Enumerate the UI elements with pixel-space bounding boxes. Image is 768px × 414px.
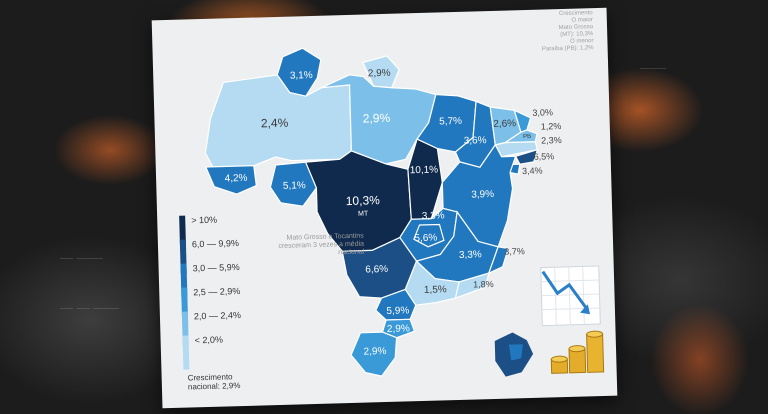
label-ma: 5,7% — [439, 116, 462, 128]
national-growth: Crescimento nacional: 2,9% — [188, 372, 241, 391]
label-mt-abbr: MT — [358, 210, 369, 217]
label-am: 2,4% — [261, 116, 289, 131]
label-ba: 3,9% — [471, 189, 494, 201]
legend-label: 2,5 — 2,9% — [193, 286, 241, 298]
ext-label-rj: 1,8% — [473, 278, 494, 290]
label-to: 10,1% — [410, 164, 439, 176]
label-rs: 2,9% — [363, 346, 386, 358]
ghost-text: — — —— — [60, 300, 120, 315]
legend-label: > 10% — [191, 214, 218, 226]
legend-label: < 2,0% — [194, 334, 224, 346]
label-ro: 5,1% — [283, 180, 306, 192]
state-rj — [454, 272, 490, 299]
brazil-map: 3,1% 2,9% 2,4% 2,9% 4,2% 5,1% 10,3% MT 1… — [204, 47, 605, 377]
state-df — [413, 223, 445, 248]
label-sc: 2,9% — [387, 323, 410, 335]
state-ap — [362, 55, 400, 89]
ext-label-es: 3,7% — [504, 246, 525, 257]
ext-label-pe: 2,3% — [541, 135, 562, 146]
legend-label: 2,0 — 2,4% — [193, 310, 242, 322]
state-pb — [503, 129, 538, 144]
corner-note: Crescimento O maior Mato Grosso (MT): 10… — [503, 10, 594, 54]
ext-label-pb: 1,2% — [540, 121, 562, 132]
state-rs — [350, 331, 398, 377]
label-sp: 1,5% — [424, 284, 447, 296]
label-ap: 2,9% — [368, 68, 391, 80]
falling-chart-coins-icon — [540, 265, 605, 374]
legend-label: 3,0 — 5,9% — [192, 262, 240, 274]
label-pr: 5,9% — [386, 305, 409, 317]
ext-label-se: 3,4% — [521, 165, 543, 177]
ext-label-rn: 3,0% — [532, 107, 554, 118]
annotation-note: Mato Grosso e Tocantins cresceram 3 veze… — [278, 232, 365, 257]
state-al — [514, 148, 539, 165]
mini-locator-map — [494, 332, 534, 377]
label-pi: 3,6% — [464, 135, 487, 147]
legend-swatch — [182, 335, 190, 370]
label-mg: 3,3% — [459, 249, 482, 261]
label-pb-abbr: PB — [523, 134, 531, 140]
label-pa: 2,9% — [363, 111, 391, 126]
label-mt: 10,3% — [346, 193, 381, 208]
state-sc — [381, 318, 416, 339]
label-df: 5,6% — [414, 233, 437, 245]
state-to — [407, 138, 443, 220]
label-ms: 6,6% — [365, 264, 388, 276]
label-ac: 4,2% — [225, 173, 248, 185]
national-growth-line: nacional: 2,9% — [187, 381, 241, 392]
ext-label-al: 6,5% — [533, 151, 555, 162]
label-go: 3,3% — [422, 210, 445, 222]
infographic-card: 3,1% 2,9% 2,4% 2,9% 4,2% 5,1% 10,3% MT 1… — [151, 7, 618, 409]
state-ac — [204, 165, 257, 195]
legend-item: < 2,0% — [182, 335, 223, 370]
ghost-text: — —— — [60, 250, 103, 265]
ghost-text: —— — [640, 60, 666, 75]
legend-label: 6,0 — 9,9% — [191, 238, 240, 250]
label-rr: 3,1% — [290, 70, 313, 82]
state-es — [487, 246, 509, 275]
label-ce: 2,6% — [493, 118, 516, 130]
